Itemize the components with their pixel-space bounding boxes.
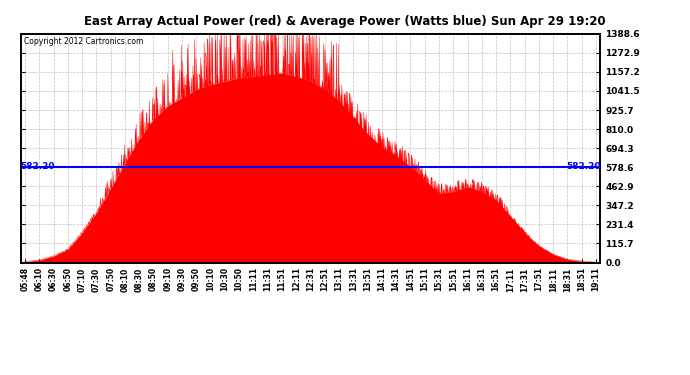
Text: 582.20: 582.20 xyxy=(21,162,55,171)
Text: 582.20: 582.20 xyxy=(566,162,600,171)
Text: East Array Actual Power (red) & Average Power (Watts blue) Sun Apr 29 19:20: East Array Actual Power (red) & Average … xyxy=(84,15,606,28)
Text: Copyright 2012 Cartronics.com: Copyright 2012 Cartronics.com xyxy=(23,37,143,46)
